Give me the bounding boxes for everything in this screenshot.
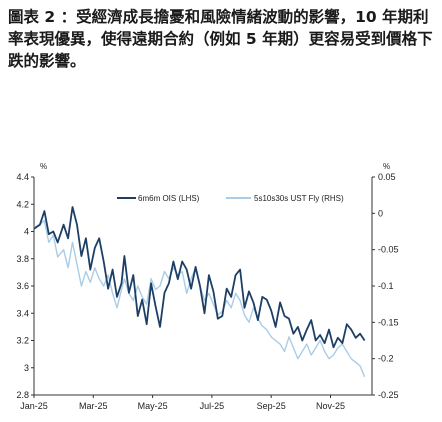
right-tick-label: 0.05 — [378, 172, 396, 182]
left-tick-label: 3.6 — [16, 281, 29, 291]
right-tick-label: -0.25 — [378, 390, 399, 400]
right-tick-label: -0.2 — [378, 354, 394, 364]
axes: 2.8 3 3.2 3.4 3.6 3.8 4 4.2 4.4 0.05 0 -0.05 -0.1 -0.… — [16, 172, 398, 411]
left-tick-label: 3 — [24, 363, 29, 373]
legend-label-fly: 5s10s30s UST Fly (RHS) — [254, 194, 344, 203]
right-tick-label: 0 — [378, 208, 383, 218]
left-tick-label: 3.4 — [16, 308, 29, 318]
left-tick-label: 3.2 — [16, 336, 29, 346]
x-tick-label: Mar-25 — [79, 401, 108, 411]
chart-caption: 圖表 2 ：受經濟成長擔憂和風險情緒波動的影響，10 年期利率表現優異，使得遠期… — [8, 8, 433, 70]
left-tick-label: 4.4 — [16, 172, 29, 182]
x-tick-label: Sep-25 — [257, 401, 286, 411]
right-tick-label: -0.1 — [378, 281, 394, 291]
left-tick-label: 3.8 — [16, 254, 29, 264]
right-tick-label: -0.05 — [378, 245, 399, 255]
right-axis-unit: % — [383, 162, 390, 171]
left-tick-label: 2.8 — [16, 390, 29, 400]
left-tick-label: 4 — [24, 227, 29, 237]
x-tick-label: Jul-25 — [200, 401, 225, 411]
left-tick-label: 4.2 — [16, 199, 29, 209]
right-tick-label: -0.15 — [378, 317, 399, 327]
legend: 6m6m OIS (LHS) 5s10s30s UST Fly (RHS) — [117, 194, 344, 203]
x-tick-label: Nov-25 — [316, 401, 345, 411]
series-line-ois — [33, 206, 366, 349]
x-tick-label: May-25 — [138, 401, 168, 411]
series-layer — [33, 206, 366, 378]
legend-label-ois: 6m6m OIS (LHS) — [138, 194, 200, 203]
left-axis-unit: % — [40, 162, 47, 171]
x-tick-label: Jan-25 — [20, 401, 48, 411]
